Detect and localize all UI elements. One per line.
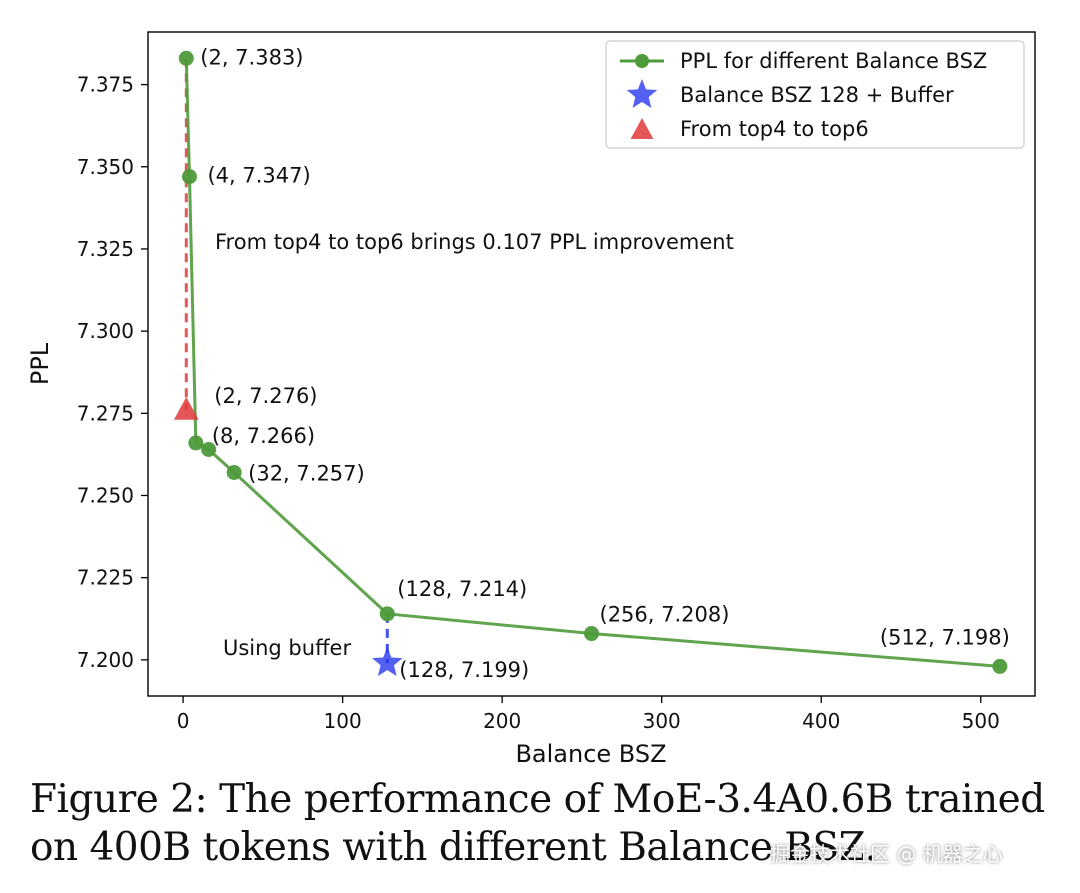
y-tick-label: 7.375	[77, 73, 134, 97]
x-tick-label: 300	[643, 709, 681, 733]
x-tick-label: 500	[962, 709, 1000, 733]
point-label: (512, 7.198)	[880, 625, 1010, 649]
connector-lines	[184, 58, 389, 664]
series-lines	[184, 58, 1001, 668]
point-label: (128, 7.214)	[397, 577, 527, 601]
y-tick-label: 7.300	[77, 319, 134, 343]
ppl-point	[584, 626, 599, 642]
y-tick-label: 7.325	[77, 237, 134, 261]
point-label: (128, 7.199)	[399, 658, 529, 682]
watermark: 掘金技术社区 @ 机器之心	[770, 842, 1003, 866]
caption-line-1: Figure 2: The performance of MoE-3.4A0.6…	[30, 777, 1045, 822]
ppl-vs-balance-bsz-chart: 0 100 200 300 400 500 7.200 7.225 7.250 7.275 7.3…	[26, 31, 1036, 768]
y-axis-ticks: 7.200 7.225 7.250 7.275 7.300 7.325 7.350 7.375	[77, 73, 148, 672]
point-label: (2, 7.383)	[200, 45, 303, 69]
legend-label: From top4 to top6	[680, 117, 869, 141]
annotation-text: From top4 to top6 brings 0.107 PPL impro…	[215, 230, 734, 254]
x-tick-label: 0	[177, 709, 190, 733]
x-tick-label: 200	[483, 709, 521, 733]
annotation-text: Using buffer	[223, 636, 351, 660]
legend-box	[605, 40, 1025, 149]
y-tick-label: 7.250	[77, 483, 134, 507]
point-label: (4, 7.347)	[207, 164, 310, 188]
point-label: (2, 7.276)	[214, 384, 317, 408]
caption-line-2: on 400B tokens with different Balance BS…	[30, 825, 877, 870]
x-tick-label: 400	[802, 709, 840, 733]
y-axis-label: PPL	[26, 342, 54, 385]
buffer-star-point	[372, 647, 403, 677]
figure-caption: Figure 2: The performance of MoE-3.4A0.6…	[30, 776, 1070, 872]
x-tick-label: 100	[324, 709, 362, 733]
legend-label: Balance BSZ 128 + Buffer	[680, 83, 954, 107]
y-tick-label: 7.225	[77, 566, 134, 590]
x-axis-ticks: 0 100 200 300 400 500	[177, 696, 1000, 733]
legend-label: PPL for different Balance BSZ	[680, 49, 987, 73]
legend-circle-swatch	[635, 54, 649, 68]
ppl-point	[992, 658, 1008, 674]
point-labels: (2, 7.383) (4, 7.347) (2, 7.276) (8, 7.266)…	[200, 45, 1010, 682]
point-label: (8, 7.266)	[212, 424, 315, 448]
ppl-series-line	[184, 58, 1001, 668]
ppl-point	[188, 435, 204, 451]
ppl-point	[379, 606, 395, 622]
legend: PPL for different Balance BSZ Balance BSZ…	[605, 40, 1025, 149]
x-axis-label: Balance BSZ	[515, 740, 666, 768]
legend-triangle-swatch	[630, 118, 654, 139]
data-markers	[173, 50, 1008, 677]
ppl-point	[178, 50, 194, 66]
top6-triangle-point	[173, 397, 199, 420]
ppl-point	[181, 169, 197, 185]
point-label: (256, 7.208)	[600, 603, 730, 627]
ppl-point	[226, 464, 242, 480]
y-tick-label: 7.275	[77, 401, 134, 425]
point-label: (32, 7.257)	[248, 461, 365, 485]
annotations: From top4 to top6 brings 0.107 PPL impro…	[215, 230, 734, 660]
y-tick-label: 7.350	[77, 155, 134, 179]
legend-star-swatch	[626, 79, 658, 108]
ppl-point	[201, 441, 217, 457]
y-tick-label: 7.200	[77, 648, 134, 672]
